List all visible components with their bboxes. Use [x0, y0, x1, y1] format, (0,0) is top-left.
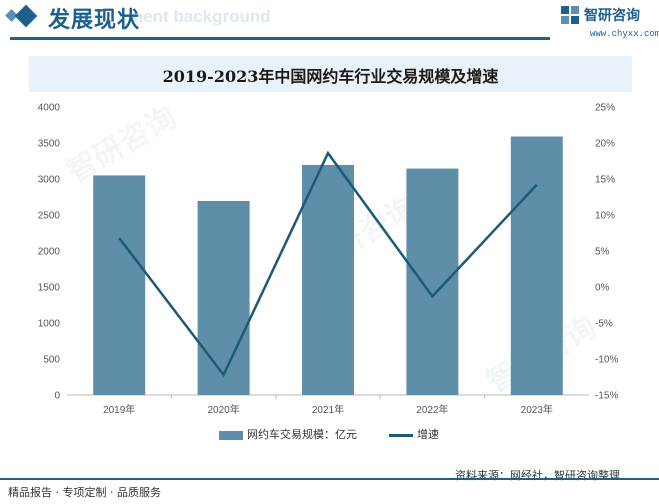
x-tick-label: 2020年 — [207, 403, 239, 416]
y-right-tick-label: -10% — [595, 355, 618, 366]
y-left-tick-label: 3500 — [38, 139, 61, 150]
legend-item-bar: 网约车交易规模：亿元 — [219, 426, 357, 442]
growth-line — [118, 150, 538, 378]
legend-item-line: 增速 — [389, 426, 439, 442]
bar — [302, 164, 354, 395]
y-right-tick-label: -5% — [595, 319, 613, 330]
bar — [197, 200, 250, 395]
y-right-tick-label: 25% — [595, 103, 615, 114]
y-left-tick-label: 2000 — [38, 247, 61, 258]
bar — [510, 136, 563, 395]
y-left-tick-label: 1000 — [38, 319, 61, 330]
y-left-tick-label: 1500 — [38, 283, 61, 294]
legend-label: 增速 — [417, 428, 439, 441]
y-left-tick-label: 0 — [54, 391, 60, 402]
brand-url: www.chyxx.com — [590, 29, 659, 39]
x-tick-label: 2019年 — [103, 403, 135, 416]
page-title: 发展现状 — [48, 8, 141, 33]
x-tick-label: 2022年 — [416, 403, 448, 416]
footer-slogan: 精品报告 · 专项定制 · 品质服务 — [8, 486, 161, 499]
brand-name: 智研咨询 — [584, 8, 640, 24]
y-right-tick-label: 5% — [595, 247, 610, 258]
y-right-tick-label: 0% — [595, 283, 610, 294]
legend-bar-swatch — [219, 430, 243, 440]
y-left-tick-label: 2500 — [38, 211, 61, 222]
y-right-tick-label: 15% — [595, 175, 615, 186]
header-ghost-text: ment background — [128, 7, 271, 26]
y-right-tick-label: -15% — [595, 391, 618, 402]
footer-divider — [0, 478, 659, 480]
bar — [406, 168, 459, 395]
y-left-tick-label: 4000 — [38, 103, 61, 114]
y-left-tick-label: 500 — [43, 355, 60, 366]
bar — [93, 175, 146, 395]
legend-label: 网约车交易规模：亿元 — [247, 428, 357, 441]
chart-title: 2019-2023年中国网约车行业交易规模及增速 — [162, 67, 499, 86]
header: ment background 发展现状 智研咨询 www.chyxx.com — [0, 0, 659, 44]
header-divider — [10, 37, 550, 40]
legend-line-swatch — [389, 433, 413, 437]
y-left-tick-label: 3000 — [38, 175, 61, 186]
x-tick-label: 2023年 — [521, 403, 553, 416]
data-source: 资料来源：网经社，智研咨询整理 — [455, 469, 620, 482]
y-right-tick-label: 10% — [595, 211, 615, 222]
x-tick-label: 2021年 — [312, 403, 344, 416]
brand-logo-icon — [561, 6, 579, 24]
chart-title-band: 2019-2023年中国网约车行业交易规模及增速 — [29, 56, 632, 92]
y-right-tick-label: 20% — [595, 139, 615, 150]
